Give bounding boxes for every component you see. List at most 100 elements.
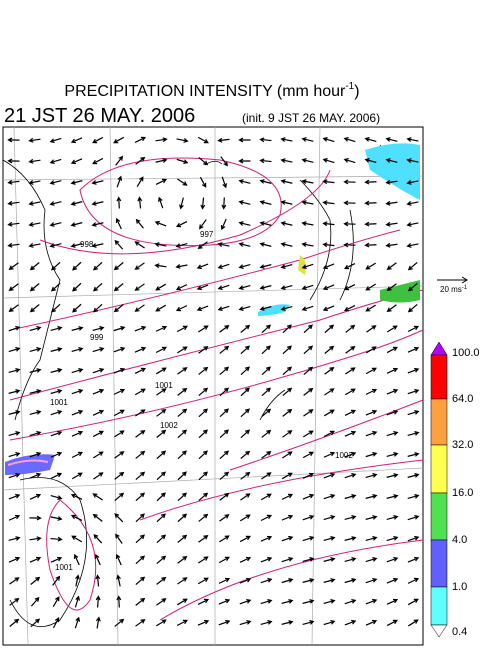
wind-arrow <box>135 409 146 417</box>
wind-arrow <box>365 430 378 437</box>
title-exponent: -1 <box>345 81 354 92</box>
wind-arrow <box>303 366 314 375</box>
wind-arrow-shape <box>386 431 399 437</box>
wind-arrow <box>303 409 314 417</box>
wind-arrow-shape <box>50 494 63 500</box>
precip-patches <box>5 143 420 475</box>
wind-arrow <box>155 158 168 163</box>
wind-arrow <box>323 515 336 521</box>
wind-arrow <box>155 178 168 185</box>
wind-arrow <box>344 598 357 605</box>
wind-arrow-shape <box>155 178 168 185</box>
scale-arrowhead <box>461 276 468 284</box>
wind-arrow-shape <box>8 262 19 270</box>
wind-arrow-shape <box>239 535 251 543</box>
wind-arrow-shape <box>29 451 42 458</box>
wind-arrow <box>343 158 356 164</box>
wind-arrow <box>134 388 146 396</box>
wind-arrow-shape <box>324 388 335 396</box>
wind-arrow <box>238 242 251 247</box>
wind-arrow <box>344 451 357 458</box>
wind-arrow-shape <box>7 137 20 143</box>
wind-arrow-shape <box>343 242 356 248</box>
wind-arrow-shape <box>302 557 315 563</box>
wind-arrow <box>95 595 101 608</box>
wind-arrow-shape <box>344 536 357 541</box>
wind-arrow <box>323 430 336 438</box>
wind-arrow <box>217 263 230 270</box>
wind-arrow-shape <box>155 619 167 627</box>
wind-arrow-shape <box>238 200 251 205</box>
wind-arrow <box>113 136 125 144</box>
wind-arrow <box>197 136 209 144</box>
wind-arrow-shape <box>52 617 60 629</box>
wind-arrow-shape <box>113 367 126 374</box>
wind-arrow-shape <box>323 536 336 542</box>
wind-arrow <box>238 200 251 205</box>
wind-arrow <box>301 263 314 270</box>
wind-arrow <box>238 305 251 311</box>
wind-arrow <box>72 303 82 313</box>
colorbar-label: 1.0 <box>452 581 467 593</box>
wind-arrow-shape <box>199 176 207 188</box>
wind-arrow <box>116 574 121 587</box>
wind-arrow-shape <box>71 430 84 437</box>
wind-arrow <box>219 429 229 439</box>
wind-arrow-shape <box>407 514 420 521</box>
wind-arrow-shape <box>282 366 293 376</box>
wind-arrow-shape <box>344 557 357 562</box>
wind-arrow <box>238 137 251 143</box>
wind-arrow-shape <box>343 179 356 185</box>
wind-arrow <box>155 283 167 291</box>
wind-arrow-shape <box>386 536 399 542</box>
wind-arrow-shape <box>199 219 207 230</box>
wind-arrow <box>50 451 63 458</box>
wind-arrow-shape <box>197 136 209 144</box>
wind-arrow-shape <box>281 620 294 625</box>
wind-arrow <box>70 222 83 227</box>
wind-arrow-shape <box>238 137 251 143</box>
wind-arrow <box>240 345 251 355</box>
wind-arrow <box>385 242 398 248</box>
wind-arrow-shape <box>219 450 230 460</box>
wind-arrow <box>9 618 20 627</box>
wind-arrow-shape <box>407 577 420 584</box>
wind-arrow-shape <box>238 179 251 184</box>
wind-arrow <box>261 472 272 480</box>
colorbar-segment <box>430 539 448 588</box>
wind-arrow <box>28 222 41 227</box>
wind-arrow-shape <box>29 515 42 521</box>
wind-arrow <box>280 305 293 311</box>
wind-arrow <box>386 325 398 333</box>
wind-arrow-shape <box>322 158 335 164</box>
wind-arrow-shape <box>71 368 84 374</box>
wind-arrow <box>156 429 167 438</box>
wind-arrow-shape <box>29 493 42 500</box>
wind-arrow-shape <box>29 472 42 479</box>
wind-arrow-shape <box>282 324 292 334</box>
wind-arrow <box>28 158 41 164</box>
wind-arrow-shape <box>259 158 272 164</box>
wind-arrow-shape <box>70 222 83 227</box>
wind-arrow-shape <box>8 493 21 500</box>
wind-arrow-shape <box>176 346 188 354</box>
wind-arrow-shape <box>70 493 83 500</box>
wind-arrow-shape <box>92 513 103 522</box>
wind-arrow <box>72 261 82 271</box>
wind-arrow <box>386 283 397 291</box>
wind-arrow <box>301 221 314 226</box>
wind-arrow <box>196 305 209 312</box>
wind-arrow-shape <box>71 535 83 543</box>
wind-arrow-shape <box>281 599 294 604</box>
wind-arrow <box>239 535 251 543</box>
wind-arrow-shape <box>198 471 209 481</box>
wind-arrow <box>198 492 209 502</box>
wind-arrow <box>92 367 105 374</box>
wind-arrow-shape <box>238 284 251 290</box>
colorbar-bottom <box>430 624 448 638</box>
wind-arrow-shape <box>156 450 167 460</box>
wind-arrow <box>135 534 145 544</box>
wind-arrow-shape <box>72 282 82 292</box>
wind-arrow-shape <box>155 346 167 354</box>
wind-arrow <box>134 304 145 312</box>
